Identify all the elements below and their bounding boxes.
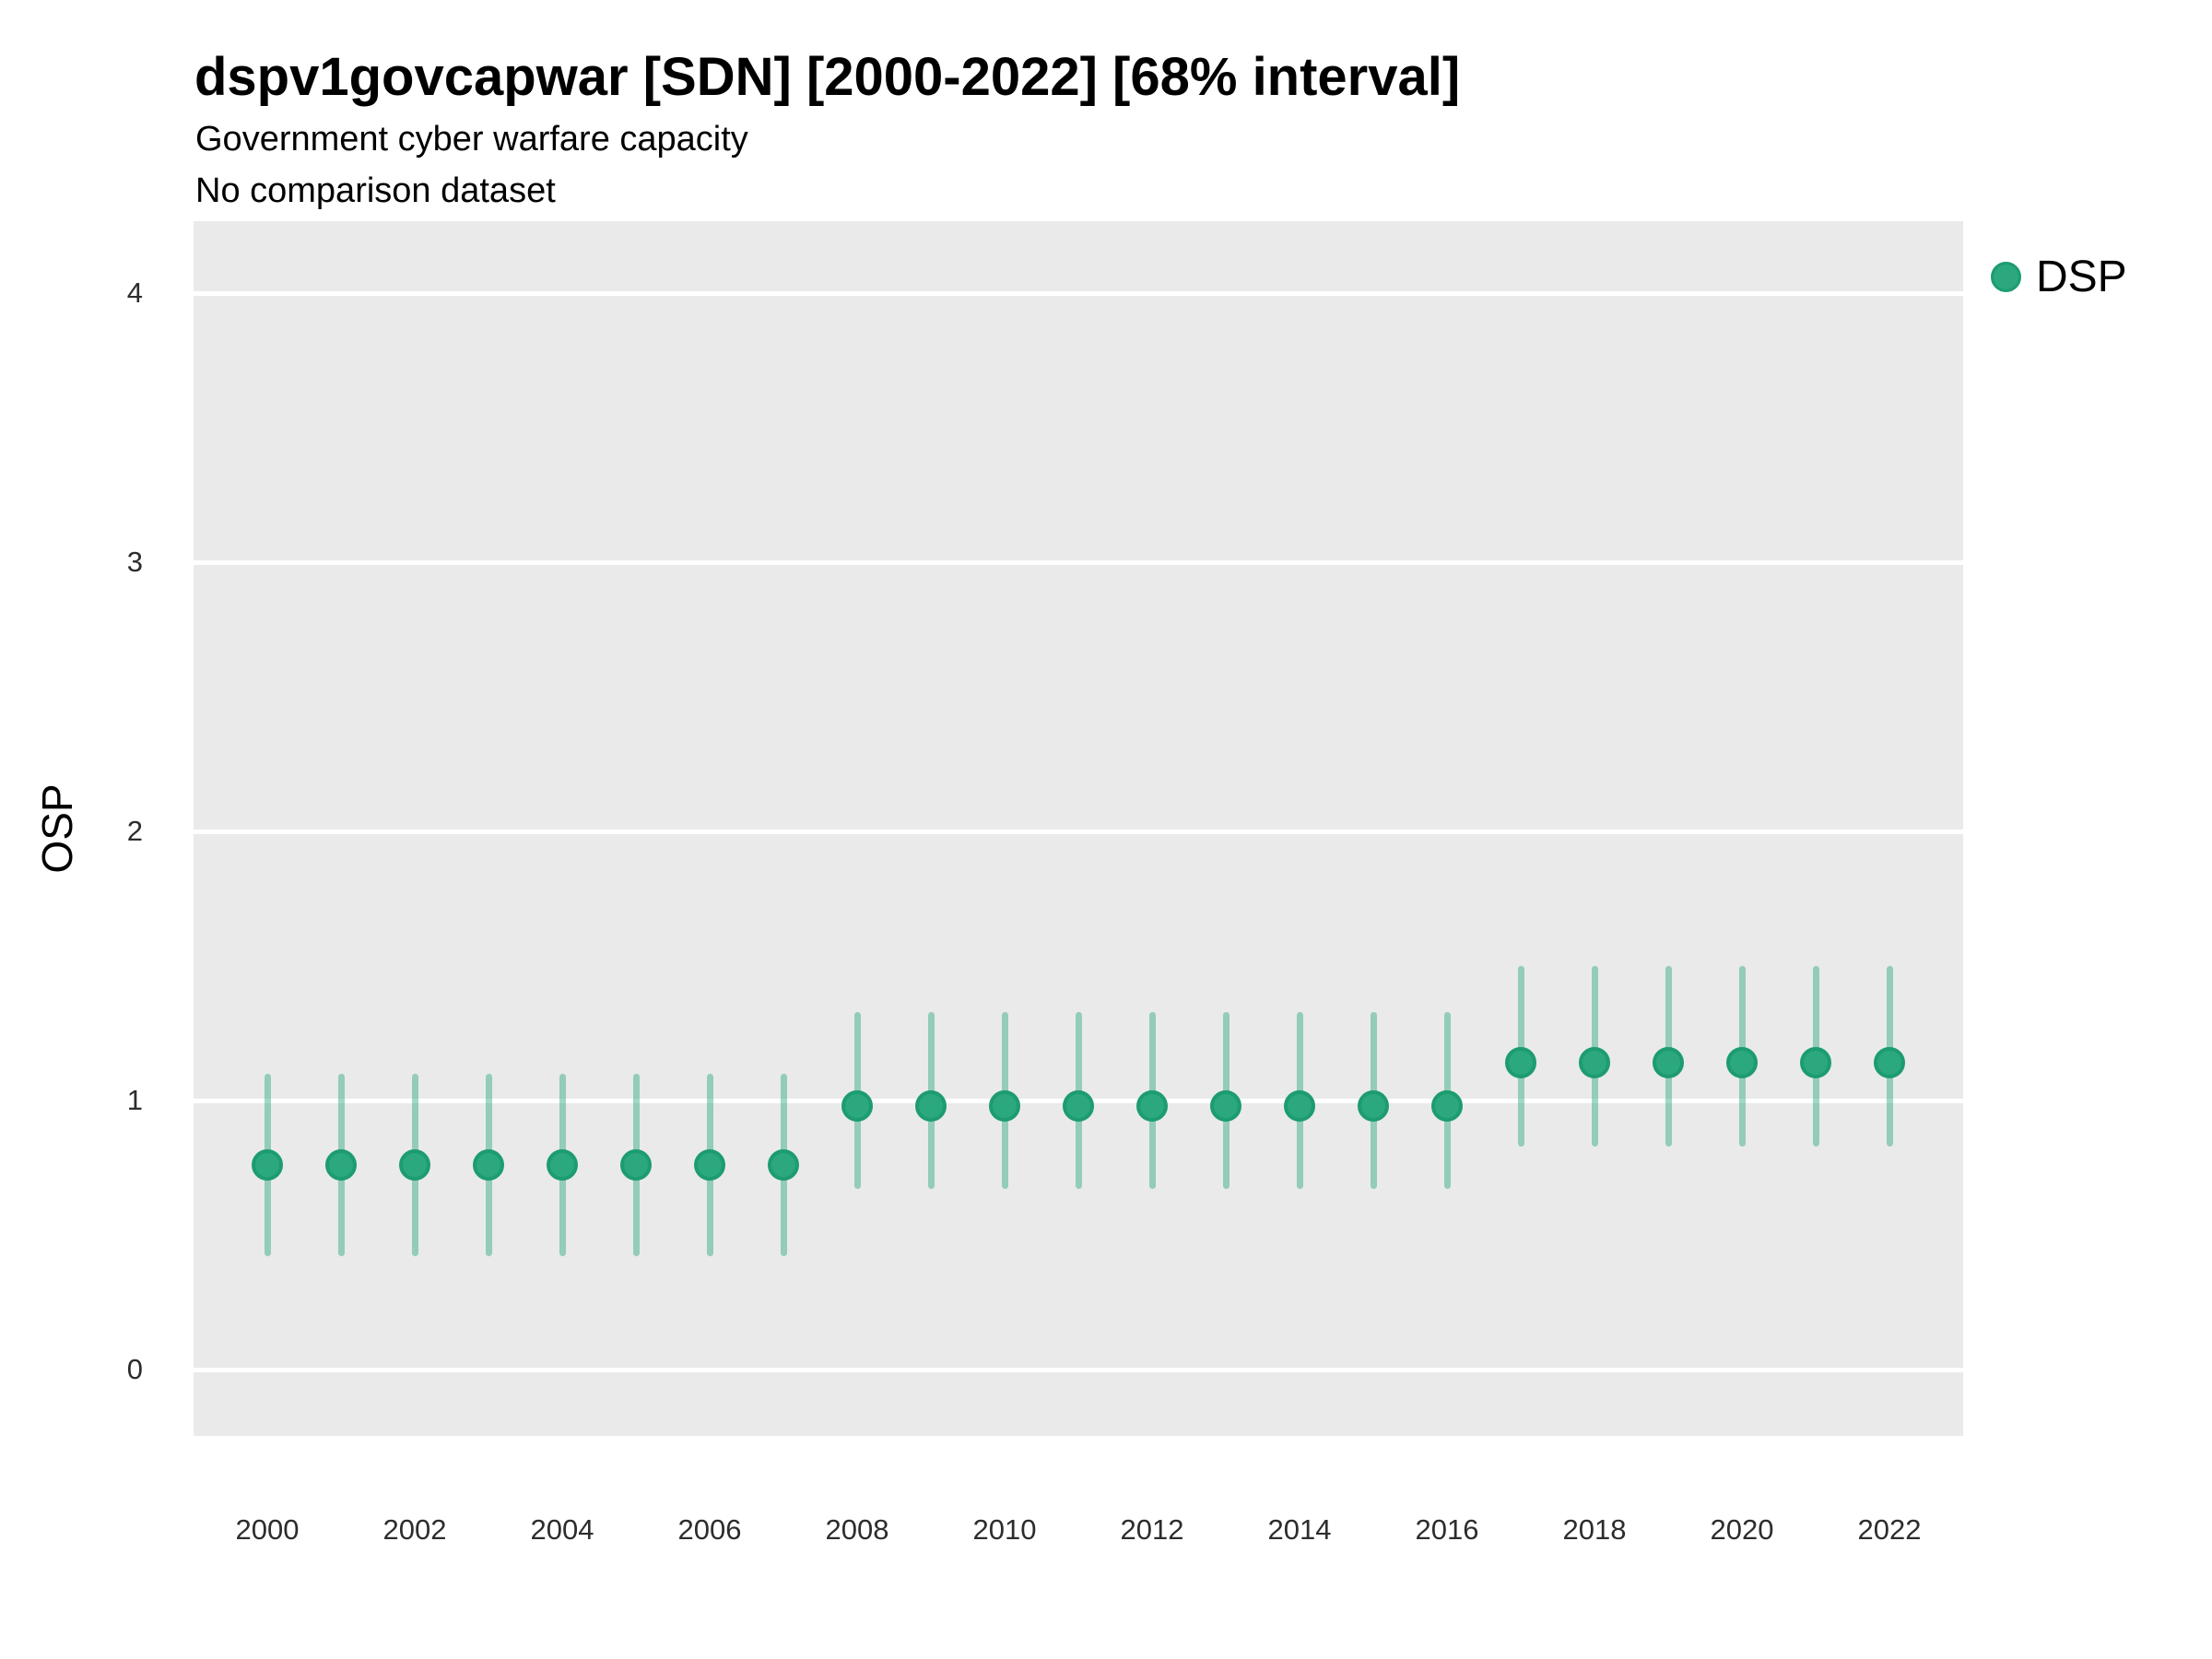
data-point-2018 <box>1579 1047 1610 1079</box>
chart-subtitle: Government cyber warfare capacity <box>195 120 748 159</box>
data-point-2012 <box>1136 1089 1168 1122</box>
data-point-2007 <box>768 1149 799 1182</box>
gridline-y-4 <box>194 290 1963 296</box>
data-point-2005 <box>620 1149 652 1182</box>
gridline-y-0 <box>194 1367 1963 1372</box>
data-point-2017 <box>1505 1047 1536 1079</box>
legend-label: DSP <box>2036 252 2127 301</box>
chart-note: No comparison dataset <box>195 171 556 210</box>
x-tick-label-2020: 2020 <box>1710 1513 1774 1546</box>
data-point-2010 <box>989 1089 1020 1122</box>
x-tick-label-2010: 2010 <box>972 1513 1037 1546</box>
y-axis-title: OSP <box>33 783 81 874</box>
data-point-2009 <box>915 1089 947 1122</box>
x-tick-label-2006: 2006 <box>677 1513 742 1546</box>
x-tick-label-2022: 2022 <box>1857 1513 1922 1546</box>
data-point-2008 <box>841 1089 873 1122</box>
gridline-y-3 <box>194 559 1963 565</box>
x-tick-label-2000: 2000 <box>235 1513 300 1546</box>
data-point-2001 <box>325 1149 357 1182</box>
x-tick-label-2012: 2012 <box>1120 1513 1184 1546</box>
y-tick-label-1: 1 <box>126 1084 143 1116</box>
x-tick-label-2004: 2004 <box>530 1513 594 1546</box>
data-point-2019 <box>1653 1047 1684 1079</box>
gridline-y-2 <box>194 829 1963 834</box>
data-point-2020 <box>1726 1047 1758 1079</box>
x-tick-label-2018: 2018 <box>1562 1513 1627 1546</box>
data-point-2015 <box>1358 1089 1389 1122</box>
x-tick-label-2002: 2002 <box>382 1513 447 1546</box>
data-point-2016 <box>1431 1089 1463 1122</box>
data-point-2022 <box>1874 1047 1905 1079</box>
y-tick-label-3: 3 <box>126 546 143 578</box>
data-point-2000 <box>252 1149 283 1182</box>
data-point-2002 <box>399 1149 430 1182</box>
y-tick-label-2: 2 <box>126 815 143 847</box>
data-point-2021 <box>1800 1047 1831 1079</box>
data-point-2004 <box>547 1149 578 1182</box>
data-point-2013 <box>1210 1089 1241 1122</box>
x-tick-label-2008: 2008 <box>825 1513 889 1546</box>
chart-title: dspv1govcapwar [SDN] [2000-2022] [68% in… <box>194 47 1461 107</box>
plot-panel <box>194 221 1963 1436</box>
legend: DSP <box>1991 251 2127 302</box>
legend-point-icon <box>1991 261 2021 292</box>
data-point-2003 <box>473 1149 504 1182</box>
y-tick-label-0: 0 <box>126 1353 143 1385</box>
data-point-2011 <box>1063 1089 1094 1122</box>
data-point-2006 <box>694 1149 725 1182</box>
y-tick-label-4: 4 <box>126 276 143 309</box>
x-tick-label-2016: 2016 <box>1415 1513 1479 1546</box>
x-tick-label-2014: 2014 <box>1267 1513 1332 1546</box>
data-point-2014 <box>1284 1089 1315 1122</box>
